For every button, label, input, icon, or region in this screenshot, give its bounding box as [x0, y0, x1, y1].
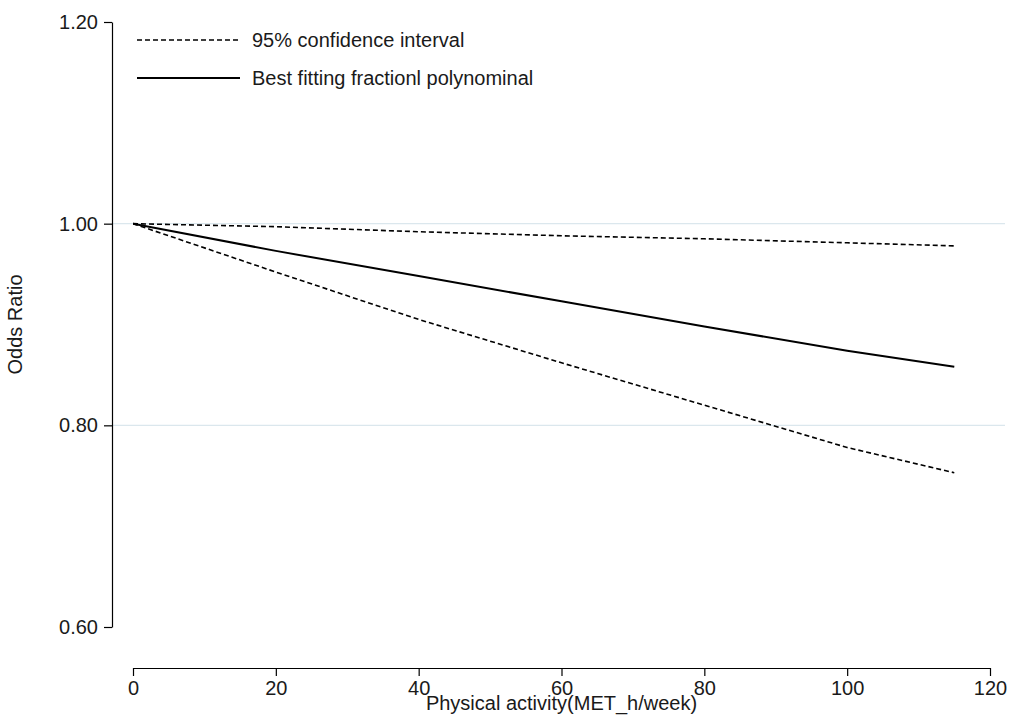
- tick-label: 100: [831, 677, 864, 699]
- tick-mark: [133, 668, 134, 676]
- tick: 0.60: [59, 616, 112, 638]
- tick: 1.00: [59, 213, 112, 235]
- tick: 100: [831, 668, 864, 699]
- tick-mark: [276, 668, 277, 676]
- legend-label: 95% confidence interval: [252, 29, 464, 51]
- tick-mark: [419, 668, 420, 676]
- tick: 0.80: [59, 414, 112, 436]
- legend: 95% confidence interval Best fitting frac…: [137, 29, 533, 89]
- series-line: [133, 224, 954, 246]
- y-axis-title: Odds Ratio: [4, 274, 26, 374]
- tick-mark: [104, 627, 112, 628]
- y-axis: 0.60 0.80 1.00 1.20: [59, 11, 112, 638]
- tick-mark: [990, 668, 991, 676]
- grid: [112, 224, 1005, 426]
- tick: 1.20: [59, 11, 112, 33]
- background: [0, 0, 1020, 721]
- x-axis-title: Physical activity(MET_h/week): [426, 692, 697, 715]
- tick-mark: [104, 224, 112, 225]
- tick-mark: [847, 668, 848, 676]
- tick-label: 20: [265, 677, 287, 699]
- grid-line: [112, 223, 1005, 224]
- tick-mark: [704, 668, 705, 676]
- tick-mark: [561, 668, 562, 676]
- legend-label: Best fitting fractionl polynominal: [252, 67, 533, 89]
- tick-label: 1.00: [59, 213, 98, 235]
- plot-area: [133, 224, 954, 473]
- tick: 20: [265, 668, 287, 699]
- axis-line: [112, 23, 113, 628]
- tick-label: 1.20: [59, 11, 98, 33]
- tick-mark: [104, 22, 112, 23]
- tick-label: 0: [128, 677, 139, 699]
- chart: 0.600.801.001.20020406080100120Physical …: [0, 0, 1020, 721]
- tick: 120: [974, 668, 1007, 699]
- legend-swatch: [137, 39, 240, 41]
- series-line: [133, 224, 954, 473]
- series-line: [133, 224, 954, 367]
- tick-label: 0.60: [59, 616, 98, 638]
- grid-line: [112, 425, 1005, 426]
- tick: 0: [128, 668, 139, 699]
- tick-label: 120: [974, 677, 1007, 699]
- legend-swatch: [137, 77, 240, 79]
- tick-mark: [104, 425, 112, 426]
- tick-label: 0.80: [59, 414, 98, 436]
